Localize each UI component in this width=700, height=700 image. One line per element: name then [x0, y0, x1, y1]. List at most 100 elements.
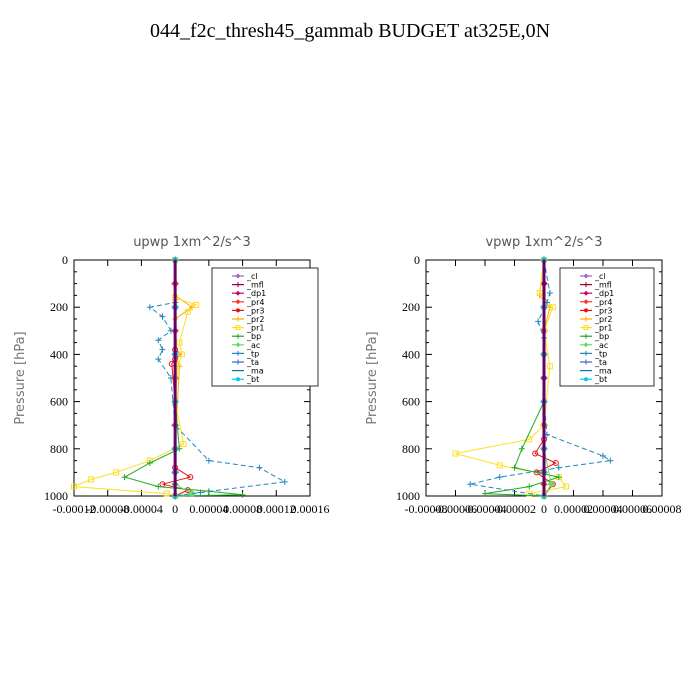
legend-label: _tp: [246, 349, 259, 358]
data-point: [482, 490, 488, 497]
legend-label: _bt: [246, 375, 259, 384]
page-title: 044_f2c_thresh45_gammab BUDGET at325E,0N: [149, 20, 551, 42]
data-point: [256, 464, 263, 471]
x-tick-label: 0: [172, 502, 178, 516]
legend-marker: [583, 282, 589, 288]
legend-entry: _ta: [232, 358, 259, 367]
data-point: [167, 327, 174, 334]
data-point: [496, 474, 503, 481]
legend-marker: [583, 342, 589, 348]
data-point: [205, 457, 212, 464]
data-point: [600, 452, 606, 459]
data-point: [113, 469, 120, 476]
data-point: [193, 301, 200, 308]
data-point: [167, 375, 174, 381]
data-point: [159, 346, 166, 353]
legend-marker: [235, 325, 241, 331]
legend-label: _ta: [246, 358, 259, 367]
legend-marker: [583, 299, 589, 305]
legend-label: _dp1: [246, 289, 266, 298]
legend-label: _bt: [594, 375, 607, 384]
x-tick-label: -0.00002: [493, 502, 536, 516]
series-pr1: [71, 257, 200, 499]
chart-title: upwp 1xm^2/s^3: [133, 235, 251, 250]
legend-label: _ta: [594, 358, 607, 367]
data-point: [184, 308, 191, 315]
legend-marker: [235, 290, 241, 296]
legend-label: _ma: [246, 367, 264, 376]
data-point: [452, 450, 459, 457]
data-point: [188, 489, 196, 498]
y-tick-label: 200: [402, 300, 420, 314]
chart-panel-2: vpwp 1xm^2/s^3 Pressure [hPa] 0 200 400 600 80…: [365, 235, 682, 516]
legend-marker: [583, 350, 589, 356]
legend-marker: [235, 282, 241, 288]
legend-entry: _pr2: [232, 315, 264, 324]
x-tick-label: 0.00006: [613, 502, 652, 516]
legend-marker: [236, 377, 240, 382]
legend-label: _mfl: [246, 281, 264, 290]
legend-entry: _tp: [232, 349, 259, 358]
x-tick-label: -0.00008: [86, 502, 129, 516]
legend-entry: _bp: [580, 332, 609, 341]
legend-entry: _tp: [580, 349, 607, 358]
legend-entry: _pr3: [580, 306, 612, 315]
x-tick-label: -0.00004: [120, 502, 163, 516]
y-tick-label: 1000: [396, 489, 420, 503]
legend-entry: _mfl: [580, 281, 612, 290]
legend-marker: [235, 333, 241, 339]
legend-label: _pr1: [594, 324, 612, 333]
data-point: [546, 290, 553, 297]
legend-entry: _pr1: [580, 324, 612, 333]
y-tick-label: 400: [402, 347, 420, 361]
y-tick-label: 800: [402, 442, 420, 456]
legend-entry: _mfl: [232, 281, 264, 290]
data-point: [178, 351, 185, 358]
legend-marker: [583, 359, 589, 365]
x-tick-label: 0.00012: [257, 502, 296, 516]
legend-entry: _bt: [580, 375, 607, 384]
y-tick-label: 0: [62, 253, 68, 267]
legend-entry: _ta: [580, 358, 607, 367]
data-point: [187, 474, 194, 481]
data-point: [87, 476, 94, 483]
series-line: [455, 259, 567, 497]
series-line: [484, 260, 561, 497]
y-tick-label: 600: [402, 395, 420, 409]
data-point: [496, 462, 503, 469]
y-tick-label: 1000: [44, 489, 68, 503]
legend-marker: [583, 316, 589, 322]
legend-label: _tp: [594, 349, 607, 358]
legend-entry: _pr4: [580, 298, 612, 307]
data-point: [549, 304, 556, 311]
data-point: [511, 464, 518, 471]
legend-label: _cl: [246, 272, 258, 281]
legend-marker: [235, 273, 241, 279]
data-point: [159, 313, 166, 320]
data-point: [155, 337, 162, 344]
legend-marker: [584, 377, 588, 382]
y-tick-label: 200: [50, 300, 68, 314]
legend-label: _ma: [594, 367, 612, 376]
data-point: [535, 318, 542, 325]
data-point: [146, 459, 153, 466]
data-point: [467, 481, 474, 488]
legend-marker: [584, 308, 588, 313]
legend-label: _pr3: [594, 306, 612, 315]
legend-marker: [583, 290, 589, 296]
chart-panel-1: upwp 1xm^2/s^3 Pressure [hPa] 0 200 400 600 80…: [13, 235, 330, 516]
legend-marker: [236, 308, 240, 313]
y-tick-label: 0: [414, 253, 420, 267]
y-axis-label: Pressure [hPa]: [13, 331, 28, 424]
x-tick-label: -0.00012: [53, 502, 96, 516]
data-point: [607, 457, 614, 464]
series-pr1: [452, 257, 570, 499]
legend-box: [559, 267, 655, 387]
x-tick-label: -0.00006: [434, 502, 477, 516]
legend: _cl_mfl_dp1_pr4_pr3_pr2_pr1_bp_ac_tp_ta_…: [559, 267, 655, 387]
data-point: [146, 304, 153, 311]
legend-entry: _pr3: [232, 306, 264, 315]
legend-entry: _ma: [232, 367, 264, 376]
x-tick-label: -0.00008: [405, 502, 448, 516]
chart-title: vpwp 1xm^2/s^3: [485, 235, 602, 250]
